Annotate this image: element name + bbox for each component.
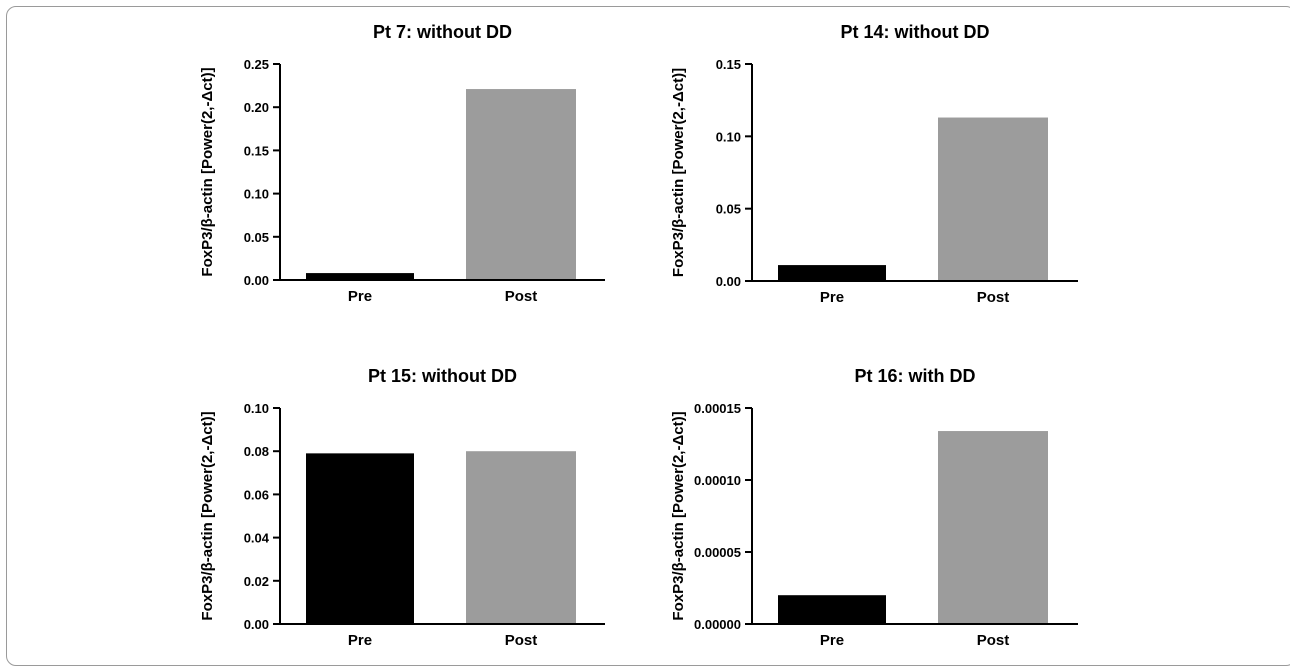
y-tick-label: 0.00	[244, 273, 269, 288]
y-tick-label: 0.10	[716, 129, 741, 144]
y-tick-label: 0.02	[244, 574, 269, 589]
y-tick-label: 0.00	[716, 274, 741, 289]
x-tick-label: Pre	[820, 632, 844, 648]
y-tick-label: 0.05	[244, 230, 269, 245]
y-axis-label: FoxP3/β-actin [Power(2,-Δct)]	[670, 68, 687, 277]
chart-title: Pt 14: without DD	[841, 22, 990, 42]
y-axis-label: FoxP3/β-actin [Power(2,-Δct)]	[199, 411, 216, 620]
y-tick-label: 0.25	[244, 57, 269, 72]
chart-panel-2: Pt 14: without DD FoxP3/β-actin [Power(2,…	[670, 22, 1078, 306]
y-tick-label: 0.10	[244, 187, 269, 202]
x-tick-label: Post	[505, 632, 538, 648]
y-tick-label: 0.00000	[694, 617, 741, 632]
y-tick-label: 0.10	[244, 401, 269, 416]
y-tick-label: 0.15	[244, 143, 269, 158]
y-tick-label: 0.00010	[694, 473, 741, 488]
x-tick-label: Post	[977, 289, 1010, 306]
bar-post	[466, 89, 576, 280]
y-tick-label: 0.20	[244, 100, 269, 115]
y-tick-label: 0.00	[244, 617, 269, 632]
bar-pre	[778, 265, 886, 281]
chart-panel-1: Pt 7: without DD FoxP3/β-actin [Power(2,-…	[199, 22, 605, 305]
chart-title: Pt 7: without DD	[373, 22, 512, 42]
y-tick-label: 0.04	[244, 531, 270, 546]
bar-pre	[306, 453, 414, 624]
x-tick-label: Post	[505, 288, 538, 305]
y-tick-label: 0.06	[244, 487, 269, 502]
x-tick-label: Pre	[820, 289, 844, 306]
chart-panel-4: Pt 16: with DD FoxP3/β-actin [Power(2,-Δc…	[670, 366, 1078, 648]
bar-pre	[306, 273, 414, 280]
y-tick-label: 0.00005	[694, 545, 741, 560]
bar-pre	[778, 595, 886, 624]
x-tick-label: Pre	[348, 632, 372, 648]
bar-post	[938, 431, 1048, 624]
y-tick-label: 0.00015	[694, 401, 741, 416]
x-tick-label: Post	[977, 632, 1010, 648]
chart-title: Pt 16: with DD	[854, 366, 975, 386]
figure-canvas: Pt 7: without DD FoxP3/β-actin [Power(2,-…	[199, 22, 1078, 648]
x-tick-label: Pre	[348, 288, 372, 305]
y-axis-label: FoxP3/β-actin [Power(2,-Δct)]	[199, 67, 216, 276]
y-tick-label: 0.08	[244, 444, 269, 459]
bar-post	[938, 117, 1048, 281]
chart-panel-3: Pt 15: without DD FoxP3/β-actin [Power(2,…	[199, 366, 605, 648]
y-tick-label: 0.05	[716, 202, 741, 217]
y-tick-label: 0.15	[716, 57, 741, 72]
chart-title: Pt 15: without DD	[368, 366, 517, 386]
y-axis-label: FoxP3/β-actin [Power(2,-Δct)]	[670, 411, 687, 620]
bar-post	[466, 451, 576, 624]
